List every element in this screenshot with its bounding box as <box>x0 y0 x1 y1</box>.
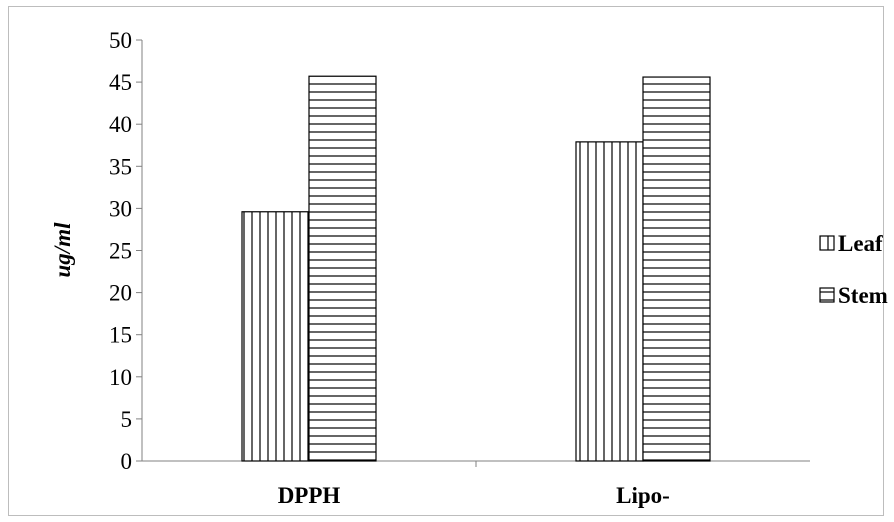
x-axis <box>142 460 810 467</box>
y-tick-label: 20 <box>109 281 132 306</box>
legend: Leaf Stem <box>819 231 888 308</box>
y-tick-label: 30 <box>109 196 132 221</box>
category-labels: DPPH Lipo- <box>278 483 670 508</box>
y-tick-label: 45 <box>109 70 132 95</box>
bar-leaf-2 <box>575 141 644 462</box>
bar-leaf-1 <box>241 211 310 462</box>
bar-stem-2 <box>642 76 711 462</box>
legend-swatch-leaf <box>819 235 835 251</box>
legend-label-leaf: Leaf <box>838 231 883 256</box>
legend-label-stem: Stem <box>838 283 888 308</box>
y-tick-label: 5 <box>121 407 133 432</box>
bars <box>241 75 711 462</box>
chart-frame <box>8 6 884 516</box>
x-category-label: Lipo- <box>616 483 670 508</box>
y-tick-label: 35 <box>109 154 132 179</box>
y-axis-title: ug/ml <box>50 222 75 278</box>
x-category-label: DPPH <box>278 483 341 508</box>
y-tick-label: 50 <box>109 28 132 53</box>
y-tick-label: 15 <box>109 323 132 348</box>
y-tick-label: 25 <box>109 239 132 264</box>
y-tick-label: 10 <box>109 365 132 390</box>
y-tick-label: 40 <box>109 112 132 137</box>
bar-stem-1 <box>308 75 377 462</box>
y-tick-label: 0 <box>121 449 133 474</box>
legend-swatch-stem <box>819 287 835 303</box>
y-axis: 0 5 10 15 20 25 30 35 40 45 50 <box>109 28 143 474</box>
